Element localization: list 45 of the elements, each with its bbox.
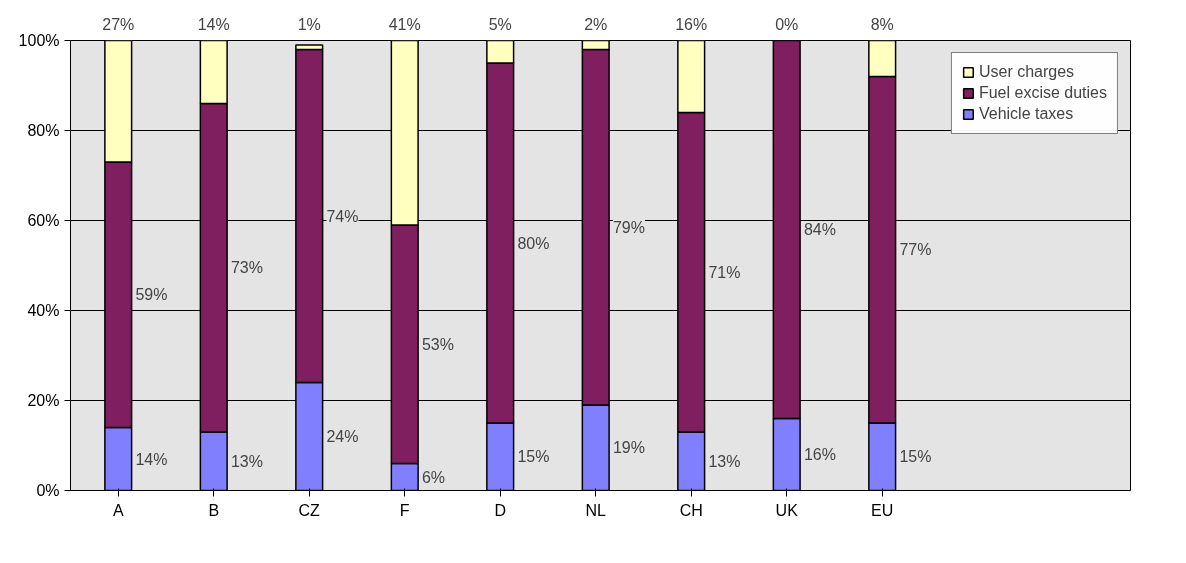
x-tick-label: B: [208, 501, 220, 519]
text: 19%: [612, 439, 645, 457]
text: 74%: [326, 207, 359, 225]
x-tick-label: F: [399, 501, 410, 519]
y-tick-label: 20%: [27, 392, 60, 409]
text: 71%: [708, 263, 741, 281]
text: 14%: [135, 450, 168, 468]
text: 2%: [584, 15, 608, 33]
text: 13%: [708, 452, 741, 470]
text: 73%: [230, 259, 263, 277]
text: 0%: [775, 15, 799, 33]
text: 13%: [230, 452, 263, 470]
legend-label: Vehicle taxes: [978, 105, 1074, 123]
text: 80%: [517, 234, 550, 252]
text: 1%: [297, 15, 321, 33]
text: 14%: [197, 15, 230, 33]
text: 8%: [870, 15, 894, 33]
text: 15%: [517, 448, 550, 466]
legend-label: Fuel excise duties: [978, 84, 1107, 102]
text: 16%: [675, 15, 708, 33]
y-tick-label: 0%: [36, 482, 60, 499]
text: 5%: [488, 15, 512, 33]
text: 59%: [135, 286, 168, 304]
text: 41%: [388, 15, 421, 33]
y-tick-label: 80%: [27, 122, 60, 139]
text: 15%: [899, 448, 932, 466]
y-tick-label: 40%: [27, 302, 60, 319]
text: 27%: [102, 15, 135, 33]
legend-label: User charges: [978, 63, 1075, 81]
y-tick-label: 60%: [27, 212, 60, 229]
text: 53%: [421, 335, 454, 353]
x-tick-label: CZ: [298, 501, 321, 519]
text: 84%: [803, 221, 836, 238]
text: 16%: [803, 446, 836, 463]
x-tick-label: UK: [775, 501, 799, 519]
y-tick-label: 100%: [18, 32, 60, 49]
text: 6%: [421, 468, 446, 486]
text: 79%: [612, 218, 645, 236]
text: 24%: [326, 428, 359, 445]
x-tick-label: A: [112, 501, 124, 519]
x-tick-label: EU: [871, 501, 894, 519]
text: 77%: [899, 241, 932, 259]
x-tick-label: D: [494, 501, 507, 519]
x-tick-label: NL: [585, 501, 607, 519]
x-tick-label: CH: [679, 501, 703, 519]
